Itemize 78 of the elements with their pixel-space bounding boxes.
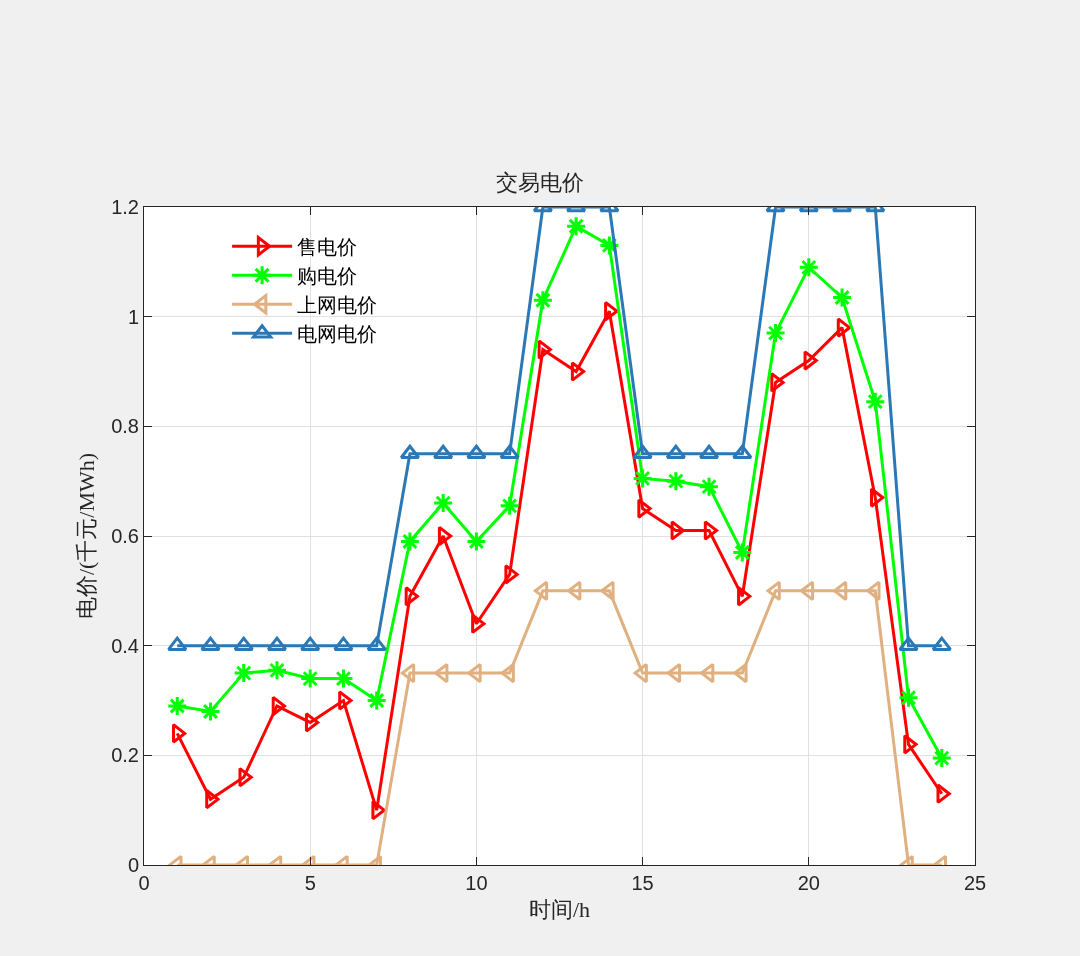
y-tick-label: 1 — [127, 305, 139, 328]
point — [399, 530, 421, 552]
point — [903, 734, 918, 755]
point — [366, 636, 387, 651]
point — [266, 659, 288, 681]
point — [499, 444, 520, 459]
point — [532, 289, 554, 311]
point — [731, 541, 753, 563]
point — [499, 495, 521, 517]
y-tick-label: 0.8 — [111, 415, 139, 438]
point — [936, 783, 951, 804]
point — [831, 286, 853, 308]
y-tick-label: 0 — [127, 854, 139, 876]
point — [803, 350, 818, 371]
point — [898, 687, 920, 709]
point — [698, 476, 720, 498]
x-axis-title: 时间/h — [528, 896, 591, 922]
point — [366, 690, 388, 711]
point — [199, 700, 221, 722]
point — [931, 747, 953, 769]
point — [437, 525, 453, 547]
chart-title: 交易电价 — [496, 169, 584, 195]
point — [338, 690, 353, 711]
legend-label: 购电价 — [297, 265, 358, 288]
x-tick-label: 10 — [465, 872, 488, 894]
point — [670, 520, 685, 541]
point — [770, 372, 785, 393]
legend-label: 上网电价 — [297, 294, 378, 317]
point — [632, 467, 654, 489]
point — [465, 530, 487, 552]
point — [864, 391, 886, 413]
point — [466, 444, 487, 459]
point — [333, 636, 354, 651]
point — [238, 767, 253, 788]
point — [931, 636, 952, 651]
y-tick-label: 1.2 — [111, 196, 139, 218]
point — [703, 520, 719, 541]
point — [166, 695, 188, 717]
point — [665, 470, 687, 492]
point — [798, 256, 820, 278]
point — [737, 586, 752, 607]
point — [432, 492, 454, 514]
point — [565, 215, 587, 237]
x-tick-label: 15 — [631, 872, 654, 894]
point — [537, 339, 552, 360]
point — [898, 636, 919, 651]
y-axis-title: 电价/(千元/MWh) — [73, 452, 99, 620]
point — [504, 564, 519, 585]
point — [371, 800, 386, 821]
point — [665, 444, 686, 459]
y-tick-label: 0.4 — [111, 634, 139, 657]
point — [300, 636, 321, 651]
point — [604, 301, 619, 322]
point — [171, 723, 187, 744]
point — [167, 636, 188, 651]
point — [304, 712, 320, 733]
point — [205, 789, 220, 810]
legend-label: 售电价 — [297, 236, 358, 259]
point — [404, 586, 419, 607]
y-tick-label: 0.2 — [111, 744, 139, 767]
point — [732, 444, 753, 459]
point — [870, 487, 885, 508]
point — [836, 317, 852, 338]
point — [233, 662, 255, 684]
x-tick-label: 20 — [797, 872, 820, 894]
x-tick-label: 25 — [963, 872, 987, 894]
point — [433, 444, 454, 459]
point — [570, 361, 586, 382]
point — [637, 498, 652, 519]
point — [200, 636, 221, 651]
point — [471, 613, 486, 634]
point — [233, 636, 254, 651]
point — [765, 322, 787, 344]
point — [299, 668, 321, 690]
point — [632, 444, 653, 459]
y-tick-label: 0.6 — [111, 525, 139, 547]
legend-label: 电网电价 — [297, 323, 378, 346]
x-tick-label: 5 — [304, 872, 316, 894]
